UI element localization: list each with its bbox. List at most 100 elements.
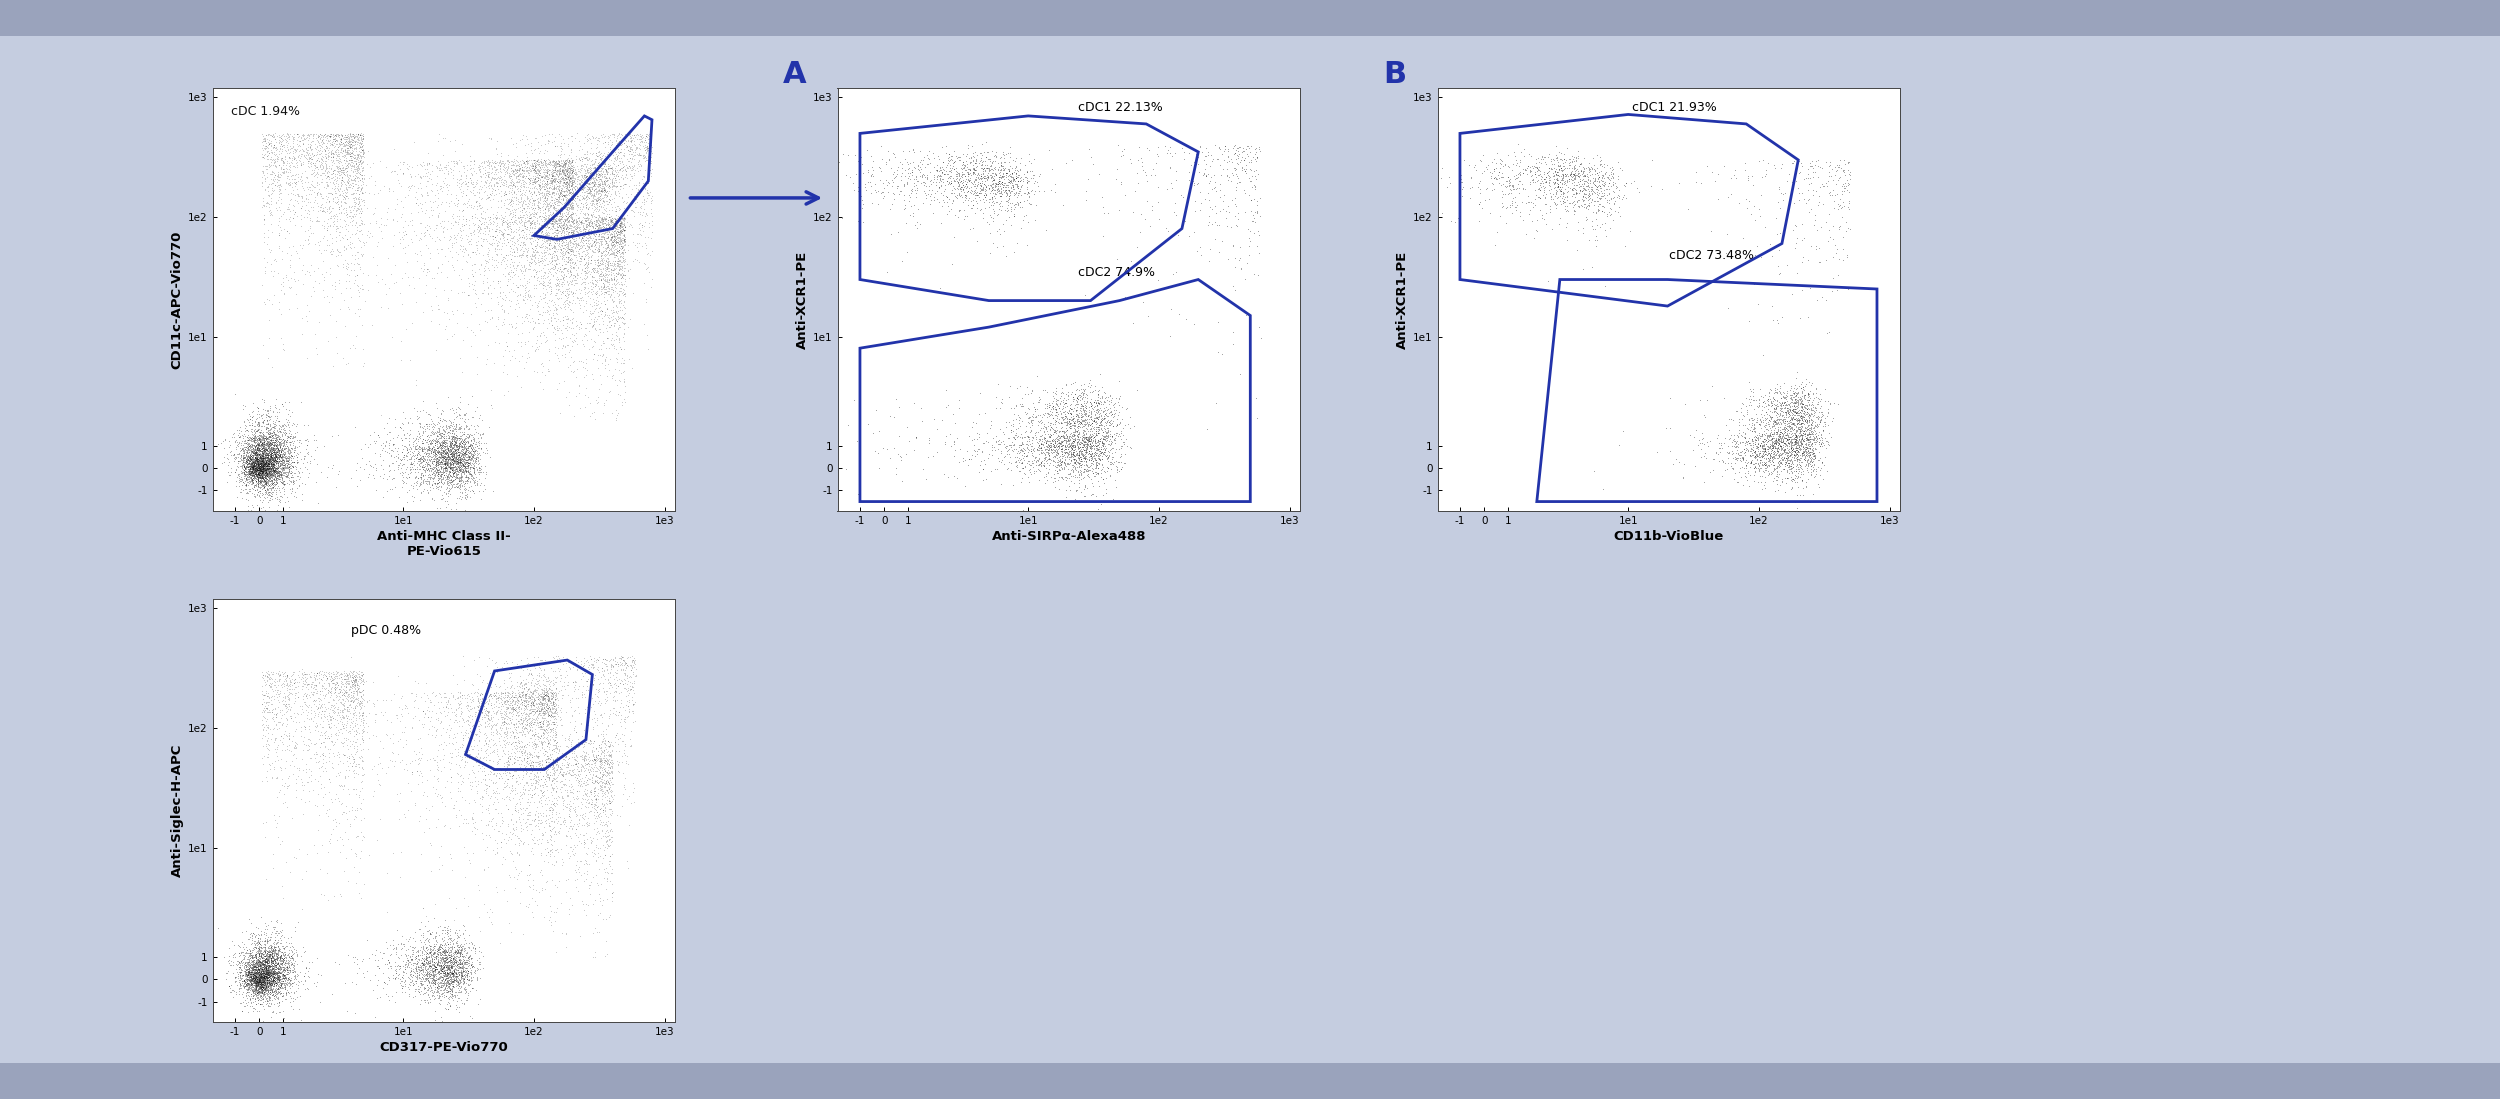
Point (1092, 434, 1132, 452)
Point (435, 967, 475, 985)
Point (282, 741, 322, 758)
Point (1795, 389, 1835, 407)
Point (1737, 437, 1777, 455)
Point (415, 967, 455, 985)
Point (958, 414, 998, 432)
Point (1040, 395, 1080, 412)
Point (253, 943, 292, 961)
Point (975, 177, 1015, 195)
Point (402, 964, 442, 981)
Point (985, 448, 1025, 466)
Point (482, 209, 522, 226)
Point (538, 251, 578, 268)
Point (1795, 428, 1835, 445)
Point (442, 448, 483, 466)
Point (545, 308, 585, 325)
Point (440, 473, 480, 490)
Point (435, 433, 475, 451)
Point (1042, 412, 1082, 430)
Point (550, 211, 590, 229)
Point (452, 458, 493, 476)
Point (422, 455, 462, 473)
Point (250, 423, 290, 441)
Point (560, 767, 600, 785)
Point (480, 199, 520, 217)
Point (1788, 166, 1828, 184)
Point (558, 765, 598, 782)
Point (320, 712, 360, 730)
Point (255, 958, 295, 976)
Point (230, 464, 270, 481)
Point (500, 213, 540, 231)
Point (1585, 164, 1625, 181)
Point (253, 460, 292, 478)
Point (615, 653, 655, 670)
Point (268, 164, 308, 181)
Point (272, 453, 312, 470)
Point (380, 454, 420, 471)
Point (518, 269, 558, 287)
Point (388, 187, 428, 204)
Point (592, 218, 632, 235)
Point (475, 209, 515, 226)
Point (335, 698, 375, 715)
Point (938, 469, 978, 487)
Point (1752, 418, 1792, 435)
Point (508, 148, 548, 166)
Point (605, 193, 645, 211)
Point (535, 708, 575, 725)
Point (562, 171, 602, 189)
Point (588, 171, 628, 189)
Point (217, 445, 258, 463)
Point (1130, 218, 1170, 235)
Point (258, 936, 298, 954)
Point (568, 274, 608, 291)
Point (508, 162, 548, 179)
Point (528, 687, 568, 704)
Point (1742, 480, 1782, 498)
Point (1798, 196, 1838, 213)
Point (1072, 421, 1112, 439)
Point (408, 442, 447, 459)
Point (335, 808, 375, 825)
Point (585, 186, 625, 203)
Point (572, 170, 612, 188)
Point (488, 914, 528, 932)
Point (442, 953, 483, 970)
Point (245, 976, 285, 993)
Point (1060, 443, 1100, 460)
Point (1775, 424, 1815, 442)
Point (268, 222, 308, 240)
Point (415, 440, 455, 457)
Point (518, 702, 558, 720)
Point (1722, 423, 1762, 441)
Point (465, 729, 505, 746)
Point (278, 976, 318, 993)
Point (1737, 429, 1777, 446)
Point (992, 442, 1032, 459)
Point (312, 276, 352, 293)
Point (565, 222, 605, 240)
Point (1130, 142, 1170, 159)
Point (248, 458, 288, 476)
Point (428, 964, 468, 981)
Point (535, 732, 575, 750)
Point (338, 201, 377, 219)
Point (1052, 440, 1092, 457)
Point (320, 136, 360, 154)
Point (998, 411, 1038, 429)
Point (588, 158, 628, 176)
Point (1830, 170, 1870, 188)
Point (532, 169, 572, 187)
Point (1778, 446, 1818, 464)
Point (270, 125, 310, 143)
Point (598, 244, 638, 262)
Point (460, 463, 500, 480)
Point (482, 721, 522, 739)
Point (985, 439, 1025, 456)
Point (1013, 442, 1052, 459)
Point (322, 710, 362, 728)
Point (452, 778, 493, 796)
Point (490, 823, 530, 841)
Point (555, 180, 595, 198)
